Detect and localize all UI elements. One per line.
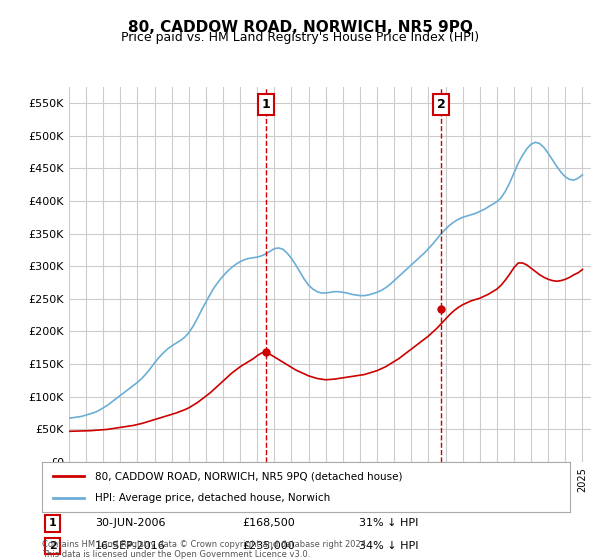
Text: Price paid vs. HM Land Registry's House Price Index (HPI): Price paid vs. HM Land Registry's House … bbox=[121, 31, 479, 44]
Text: 16-SEP-2016: 16-SEP-2016 bbox=[95, 541, 166, 551]
Text: 34% ↓ HPI: 34% ↓ HPI bbox=[359, 541, 418, 551]
Text: 1: 1 bbox=[262, 98, 270, 111]
Text: 30-JUN-2006: 30-JUN-2006 bbox=[95, 518, 166, 528]
Text: 2: 2 bbox=[437, 98, 446, 111]
Text: 1: 1 bbox=[49, 518, 56, 528]
Text: £168,500: £168,500 bbox=[242, 518, 295, 528]
Text: 2: 2 bbox=[49, 541, 56, 551]
Text: HPI: Average price, detached house, Norwich: HPI: Average price, detached house, Norw… bbox=[95, 493, 330, 503]
Text: 31% ↓ HPI: 31% ↓ HPI bbox=[359, 518, 418, 528]
Text: 80, CADDOW ROAD, NORWICH, NR5 9PQ: 80, CADDOW ROAD, NORWICH, NR5 9PQ bbox=[128, 20, 472, 35]
Text: 80, CADDOW ROAD, NORWICH, NR5 9PQ (detached house): 80, CADDOW ROAD, NORWICH, NR5 9PQ (detac… bbox=[95, 471, 403, 481]
Text: Contains HM Land Registry data © Crown copyright and database right 2024.
This d: Contains HM Land Registry data © Crown c… bbox=[42, 540, 368, 559]
Text: £235,000: £235,000 bbox=[242, 541, 295, 551]
